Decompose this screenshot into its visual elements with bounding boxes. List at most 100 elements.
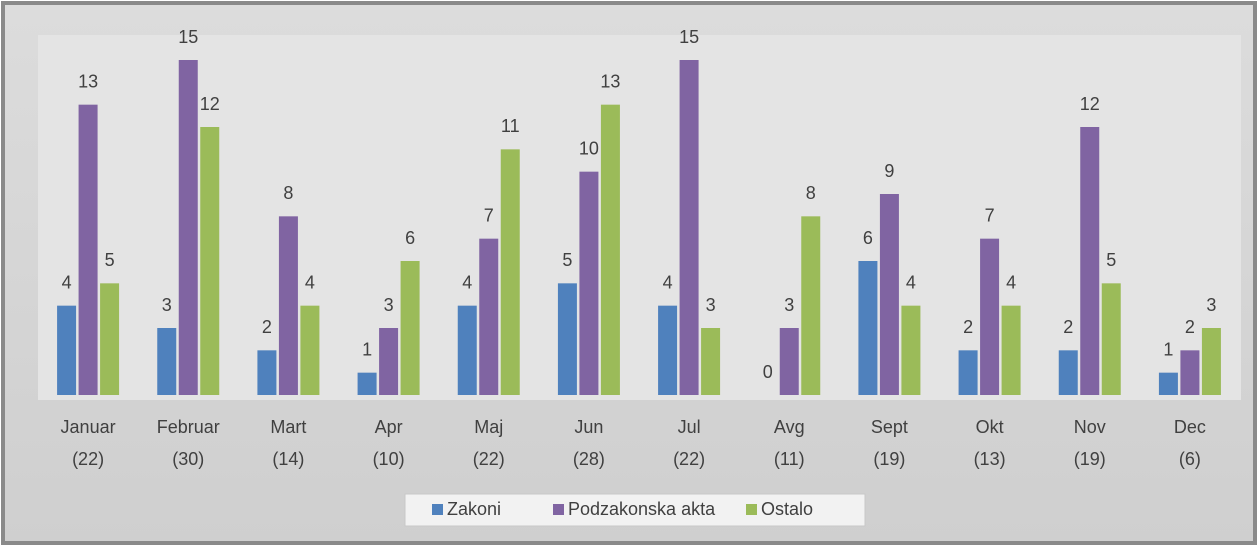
data-label: 3: [384, 295, 394, 315]
data-label: 5: [105, 250, 115, 270]
data-label: 2: [1063, 317, 1073, 337]
x-tick-label: (22): [72, 449, 104, 469]
bar: [1080, 127, 1100, 395]
bar: [257, 350, 277, 395]
x-tick-label: Maj: [474, 417, 503, 437]
bar: [658, 305, 678, 395]
bar: [57, 305, 77, 395]
x-tick-label: (22): [673, 449, 705, 469]
x-tick-label: (14): [272, 449, 304, 469]
legend-swatch: [432, 504, 443, 515]
data-label: 2: [1185, 317, 1195, 337]
legend-swatch: [746, 504, 757, 515]
data-label: 10: [579, 138, 599, 158]
bar: [1201, 328, 1221, 395]
bar: [479, 238, 499, 395]
x-tick-label: (13): [974, 449, 1006, 469]
bar: [400, 261, 420, 395]
bar: [100, 283, 120, 395]
bar: [200, 127, 220, 395]
bar: [78, 104, 98, 396]
legend-label: Ostalo: [761, 499, 813, 519]
x-tick-label: Februar: [157, 417, 220, 437]
x-tick-label: Dec: [1174, 417, 1206, 437]
bar: [858, 261, 878, 395]
bar: [1158, 372, 1178, 395]
data-label: 13: [78, 71, 98, 91]
legend-swatch: [553, 504, 564, 515]
x-tick-label: (28): [573, 449, 605, 469]
bar: [1058, 350, 1078, 395]
x-tick-label: (19): [873, 449, 905, 469]
data-label: 1: [362, 339, 372, 359]
data-label: 4: [1006, 272, 1016, 292]
x-tick-label: Mart: [270, 417, 306, 437]
data-label: 7: [985, 205, 995, 225]
data-label: 8: [283, 183, 293, 203]
data-label: 15: [178, 27, 198, 47]
data-label: 8: [806, 183, 816, 203]
data-label: 13: [600, 71, 620, 91]
bar: [980, 238, 1000, 395]
data-label: 12: [1080, 94, 1100, 114]
data-label: 5: [1106, 250, 1116, 270]
x-tick-label: Sept: [871, 417, 908, 437]
x-tick-label: Jul: [678, 417, 701, 437]
x-tick-label: (22): [473, 449, 505, 469]
data-label: 4: [305, 272, 315, 292]
bar: [557, 283, 577, 395]
data-label: 2: [963, 317, 973, 337]
bar: [379, 328, 399, 395]
x-tick-label: Januar: [61, 417, 116, 437]
x-tick-label: (30): [172, 449, 204, 469]
bar: [701, 328, 721, 395]
bar: [1180, 350, 1200, 395]
bar: [801, 216, 821, 395]
bar: [178, 60, 198, 395]
x-tick-label: Apr: [375, 417, 403, 437]
bar: [457, 305, 477, 395]
legend-label: Zakoni: [447, 499, 501, 519]
x-tick-label: (19): [1074, 449, 1106, 469]
bar: [579, 171, 599, 395]
legend-box: [404, 493, 866, 527]
x-tick-label: Nov: [1074, 417, 1106, 437]
bar: [300, 305, 320, 395]
data-label: 2: [262, 317, 272, 337]
x-tick-label: Okt: [976, 417, 1004, 437]
plot-area: [38, 35, 1241, 400]
bar: [679, 60, 699, 395]
data-label: 12: [200, 94, 220, 114]
bar: [779, 328, 799, 395]
bar: [600, 104, 620, 396]
data-label: 4: [462, 272, 472, 292]
data-label: 3: [706, 295, 716, 315]
data-label: 4: [906, 272, 916, 292]
bar: [278, 216, 298, 395]
bar: [500, 149, 520, 395]
data-label: 1: [1163, 339, 1173, 359]
data-label: 9: [884, 161, 894, 181]
bar: [958, 350, 978, 395]
data-label: 15: [679, 27, 699, 47]
x-tick-label: Jun: [574, 417, 603, 437]
data-label: 3: [784, 295, 794, 315]
data-label: 4: [62, 272, 72, 292]
bar: [901, 305, 921, 395]
data-label: 5: [562, 250, 572, 270]
data-label: 11: [501, 116, 520, 136]
bar: [357, 372, 377, 395]
legend-label: Podzakonska akta: [568, 499, 716, 519]
x-tick-label: Avg: [774, 417, 805, 437]
x-tick-label: (11): [774, 449, 805, 469]
bar: [1001, 305, 1021, 395]
data-label: 6: [863, 228, 873, 248]
data-label: 6: [405, 228, 415, 248]
data-label: 0: [763, 362, 773, 382]
data-label: 4: [663, 272, 673, 292]
data-label: 3: [1206, 295, 1216, 315]
x-tick-label: (6): [1179, 449, 1201, 469]
data-label: 3: [162, 295, 172, 315]
